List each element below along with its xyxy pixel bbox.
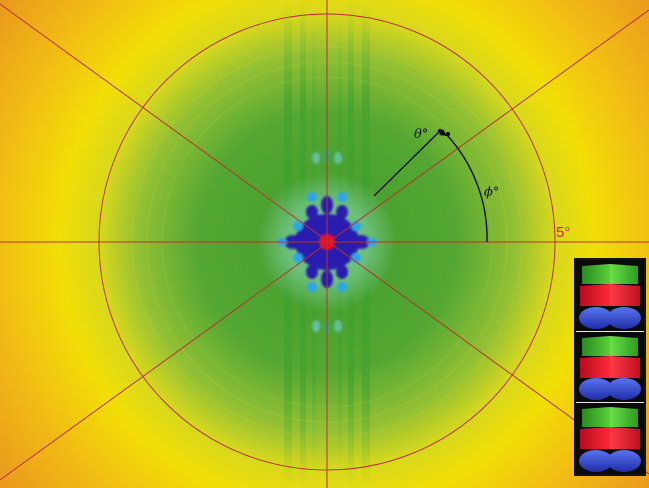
azimuth-arc: [445, 133, 488, 243]
ring-5-degrees: [98, 13, 556, 471]
layer-stack-1: [576, 260, 644, 332]
diagonal-line-1: [0, 3, 649, 475]
green-layer: [582, 264, 610, 284]
layer-stack-3: [576, 403, 644, 474]
arrow-head: [439, 129, 447, 136]
ring-angle-label: 5°: [556, 224, 571, 241]
vector-end-dot: [437, 128, 443, 134]
phi-label: ϕ°: [484, 185, 500, 200]
layer-stack-illustration: [576, 260, 644, 474]
red-layer: [580, 284, 610, 306]
layer-stack-2: [576, 332, 644, 402]
arc-start-dot: [445, 131, 451, 137]
angle-annotation: [373, 128, 488, 243]
diagonal-line-2: [0, 9, 649, 481]
radial-vector-line: [373, 130, 441, 197]
theta-label: θ°: [414, 127, 429, 142]
blue-layer: [579, 307, 613, 329]
layer-stack-inset: [574, 258, 646, 476]
